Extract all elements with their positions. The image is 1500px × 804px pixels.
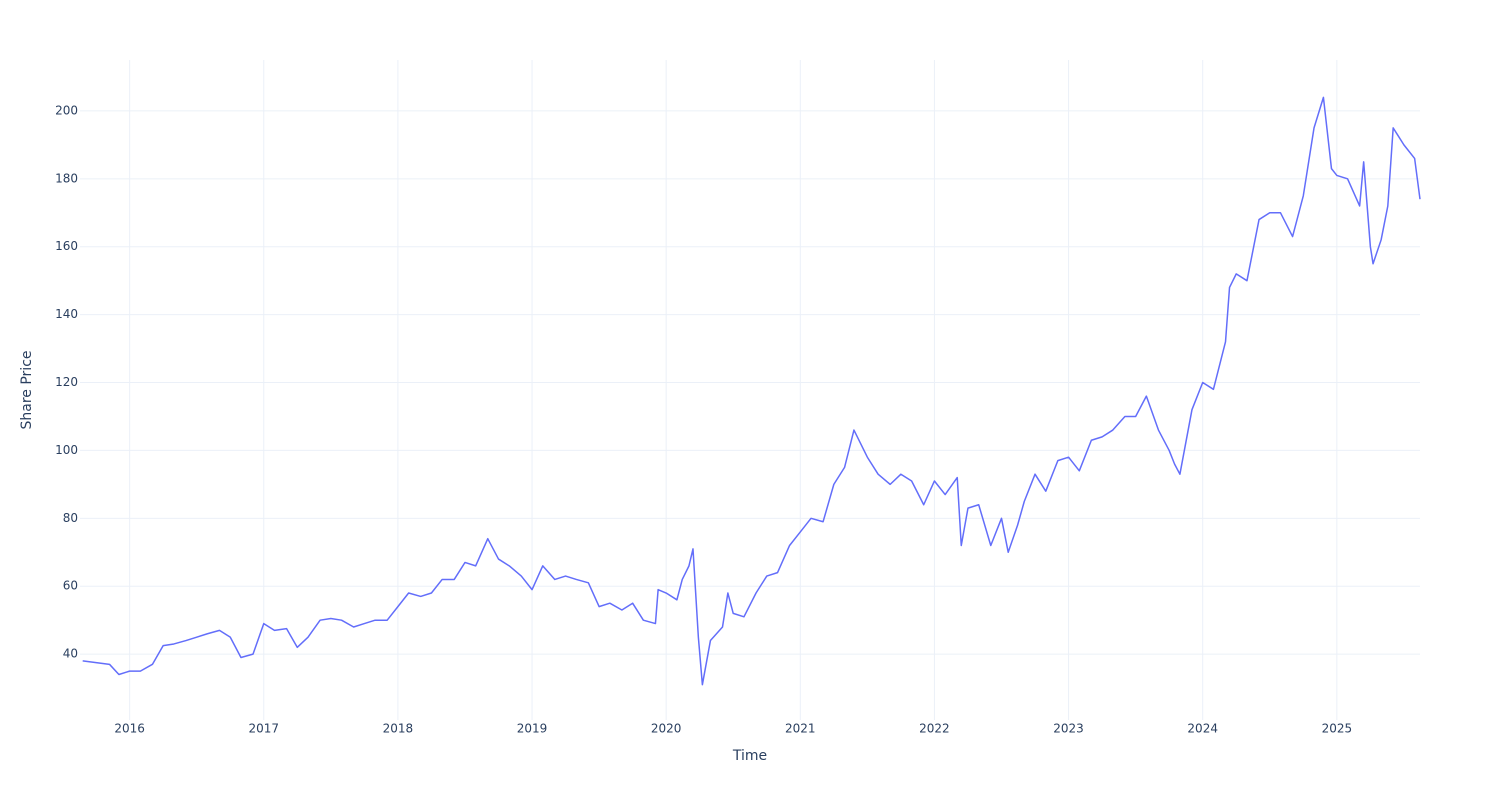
y-tick-label: 100 — [55, 443, 78, 457]
y-tick-label: 200 — [55, 103, 78, 117]
x-tick-label: 2017 — [248, 722, 279, 736]
x-axis-title: Time — [732, 748, 767, 764]
y-axis-title: Share Price — [19, 350, 35, 429]
x-tick-label: 2019 — [517, 722, 548, 736]
y-tick-label: 120 — [55, 375, 78, 389]
price-line — [82, 96, 1421, 686]
x-tick-label: 2016 — [114, 722, 145, 736]
x-tick-label: 2023 — [1053, 722, 1084, 736]
x-tick-label: 2024 — [1187, 722, 1218, 736]
y-tick-label: 80 — [63, 511, 78, 525]
x-tick-label: 2018 — [383, 722, 414, 736]
y-tick-label: 40 — [63, 647, 78, 661]
y-tick-label: 160 — [55, 239, 78, 253]
x-tick-label: 2021 — [785, 722, 816, 736]
x-tick-label: 2022 — [919, 722, 950, 736]
y-tick-label: 60 — [63, 579, 78, 593]
x-tick-label: 2020 — [651, 722, 682, 736]
y-tick-label: 140 — [55, 307, 78, 321]
y-tick-label: 180 — [55, 171, 78, 185]
x-tick-label: 2025 — [1322, 722, 1353, 736]
